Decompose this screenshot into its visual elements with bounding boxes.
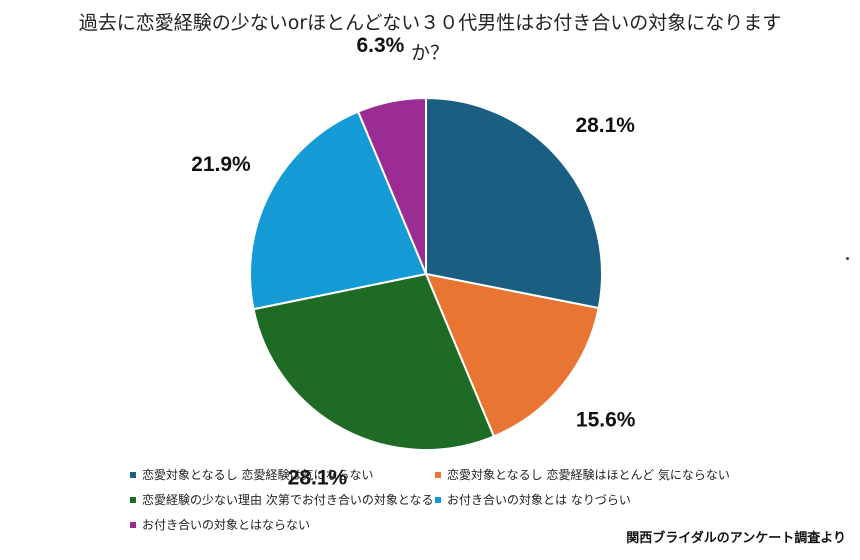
pie-slice (252, 272, 496, 451)
legend-label: 恋愛経験の少ない理由 次第でお付き合いの対象となる (142, 493, 434, 507)
source-note: 関西ブライダルのアンケート調査より (626, 531, 846, 546)
legend-item: 恋愛経験の少ない理由 次第でお付き合いの対象となる (130, 491, 433, 508)
slice-value-label: 28.1% (288, 467, 348, 490)
slice-value-label: 21.9% (191, 153, 251, 176)
chart-title: 過去に恋愛経験の少ないorほとんどない３０代男性はお付き合いの対象になりますか？ (78, 12, 782, 64)
legend-swatch (130, 471, 136, 478)
slice-value-label: 15.6% (576, 408, 636, 431)
slice-value-label: 28.1% (575, 114, 635, 137)
legend-label: 恋愛対象となるし 恋愛経験は気にならない (142, 468, 374, 482)
legend-item: 恋愛対象となるし 恋愛経験は気にならない (130, 466, 373, 483)
pie-slice (249, 110, 428, 311)
legend-item: お付き合いの対象とは なりづらい (435, 491, 631, 508)
pie-slice (425, 96, 603, 310)
legend-label: お付き合いの対象とはならない (142, 518, 311, 532)
legend-label: 恋愛対象となるし 恋愛経験はほとんど 気にならない (447, 468, 730, 482)
legend-item: 恋愛対象となるし 恋愛経験はほとんど 気にならない (435, 466, 730, 483)
slice-value-label: 6.3% (356, 34, 404, 57)
legend-swatch (435, 496, 441, 503)
legend-label: お付き合いの対象とは なりづらい (447, 493, 631, 507)
legend-swatch (130, 496, 136, 503)
decorative-dot (846, 257, 849, 260)
pie-slice (424, 272, 600, 438)
legend-swatch (435, 471, 441, 478)
legend-item: お付き合いの対象とはならない (130, 516, 310, 533)
legend-swatch (130, 521, 136, 528)
pie-slice (356, 96, 427, 275)
